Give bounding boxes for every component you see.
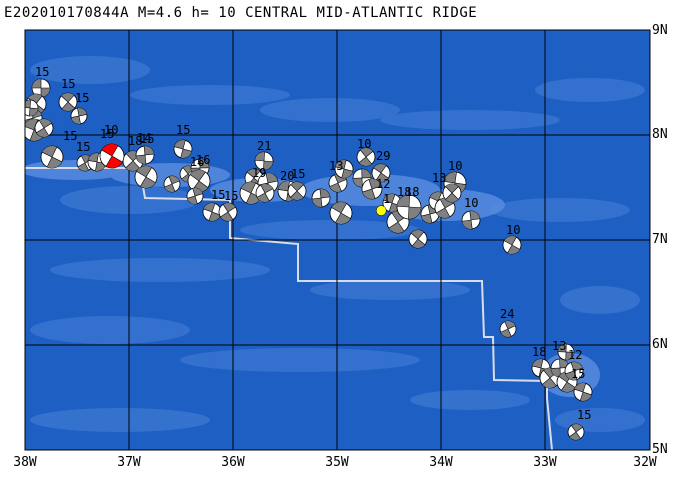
lat-label-9n: 9N <box>652 23 668 38</box>
historic-mechanism-icon <box>31 78 51 98</box>
historic-mechanism-icon <box>218 202 238 222</box>
historic-mechanism-icon <box>135 145 155 165</box>
map-frame <box>24 29 651 451</box>
depth-label: 15 <box>577 408 591 422</box>
depth-label: 19 <box>252 166 266 180</box>
historic-mechanism-icon <box>134 165 158 189</box>
depth-label: 18 <box>397 185 411 199</box>
historic-mechanism-icon <box>163 175 181 193</box>
lon-label-32w: 32W <box>633 455 657 470</box>
historic-mechanism-icon <box>70 107 88 125</box>
historic-mechanism-icon <box>564 361 584 381</box>
depth-label: 10 <box>448 159 462 173</box>
depth-label: 15 <box>63 129 77 143</box>
depth-label: 10 <box>357 137 371 151</box>
historic-mechanism-icon <box>255 183 275 203</box>
bathymetry-texture <box>30 56 645 432</box>
historic-mechanism-icon <box>254 151 274 171</box>
historic-mechanism-icon <box>202 202 222 222</box>
depth-label: 12 <box>376 177 390 191</box>
lat-label-8n: 8N <box>652 127 668 142</box>
depth-label: 18 <box>532 345 546 359</box>
lon-label-38w: 38W <box>13 455 37 470</box>
depth-label: 15 <box>61 77 75 91</box>
depth-label: 15 <box>75 91 89 105</box>
depth-label: 15 <box>291 167 305 181</box>
historic-mechanism-icon <box>356 147 376 167</box>
depth-label: 14 <box>137 131 151 145</box>
depth-label: 18 <box>405 185 419 199</box>
depth-label: 21 <box>257 139 271 153</box>
historic-mechanism-icon <box>239 181 263 205</box>
depth-label: 13 <box>329 159 343 173</box>
lat-label-6n: 6N <box>652 337 668 352</box>
depth-label: 13 <box>432 171 446 185</box>
depth-label: 16 <box>190 155 204 169</box>
historic-mechanism-icon <box>573 382 593 402</box>
depth-label: 20 <box>280 169 294 183</box>
lon-label-34w: 34W <box>429 455 453 470</box>
historic-mechanism-icon <box>287 181 307 201</box>
historic-mechanism-icon <box>334 159 354 179</box>
event-mechanism-icon <box>99 143 125 169</box>
historic-mechanism-icon <box>499 320 517 338</box>
depth-label: 10 <box>506 223 520 237</box>
depth-label: 15 <box>76 140 90 154</box>
lon-label-36w: 36W <box>221 455 245 470</box>
lon-label-35w: 35W <box>325 455 349 470</box>
historic-mechanism-icon <box>40 145 64 169</box>
historic-mechanism-icon <box>408 229 428 249</box>
graticule <box>25 30 650 450</box>
historic-mechanism-icon <box>352 168 372 188</box>
historic-mechanism-icon <box>186 187 204 205</box>
lat-label-7n: 7N <box>652 232 668 247</box>
depth-label: 15 <box>140 132 154 146</box>
historic-mechanism-icon <box>311 188 331 208</box>
map-title: E202010170844A M=4.6 h= 10 CENTRAL MID-A… <box>4 5 478 21</box>
historic-mechanism-icon <box>361 178 383 200</box>
plate-boundary <box>25 167 553 450</box>
depth-label: 29 <box>376 149 390 163</box>
historic-mechanism-icon <box>25 99 39 117</box>
lon-label-33w: 33W <box>533 455 557 470</box>
historic-mechanism-icon <box>442 183 462 203</box>
historic-mechanism-icon <box>173 139 193 159</box>
depth-label: 15 <box>211 188 225 202</box>
depth-label: 15 <box>224 189 238 203</box>
historic-mechanism-icon <box>58 92 78 112</box>
lon-label-37w: 37W <box>117 455 141 470</box>
depth-label: 10 <box>104 123 118 137</box>
historic-mechanism-icon <box>328 173 348 193</box>
depth-label: 24 <box>500 307 514 321</box>
epicenter-marker-icon <box>376 205 387 216</box>
depth-label: 18 <box>128 134 142 148</box>
depth-label: 12 <box>568 348 582 362</box>
historic-mechanism-icon <box>502 235 522 255</box>
depth-label: 15 <box>571 367 585 381</box>
historic-mechanism-icon <box>34 118 54 138</box>
depth-label: 16 <box>196 153 210 167</box>
depth-label: 15 <box>176 123 190 137</box>
historic-mechanism-icon <box>329 201 353 225</box>
lat-label-5n: 5N <box>652 442 668 457</box>
historic-mechanism-icon <box>396 194 422 220</box>
depth-label: 13 <box>552 339 566 353</box>
depth-label: 15 <box>100 127 114 141</box>
historic-mechanism-icon <box>557 343 575 361</box>
depth-label: 10 <box>464 196 478 210</box>
depth-label: 15 <box>35 65 49 79</box>
depth-label: 1 <box>383 192 390 206</box>
historic-mechanism-icon <box>567 423 585 441</box>
event-layer <box>99 143 387 216</box>
historic-mechanism-icon <box>461 210 481 230</box>
